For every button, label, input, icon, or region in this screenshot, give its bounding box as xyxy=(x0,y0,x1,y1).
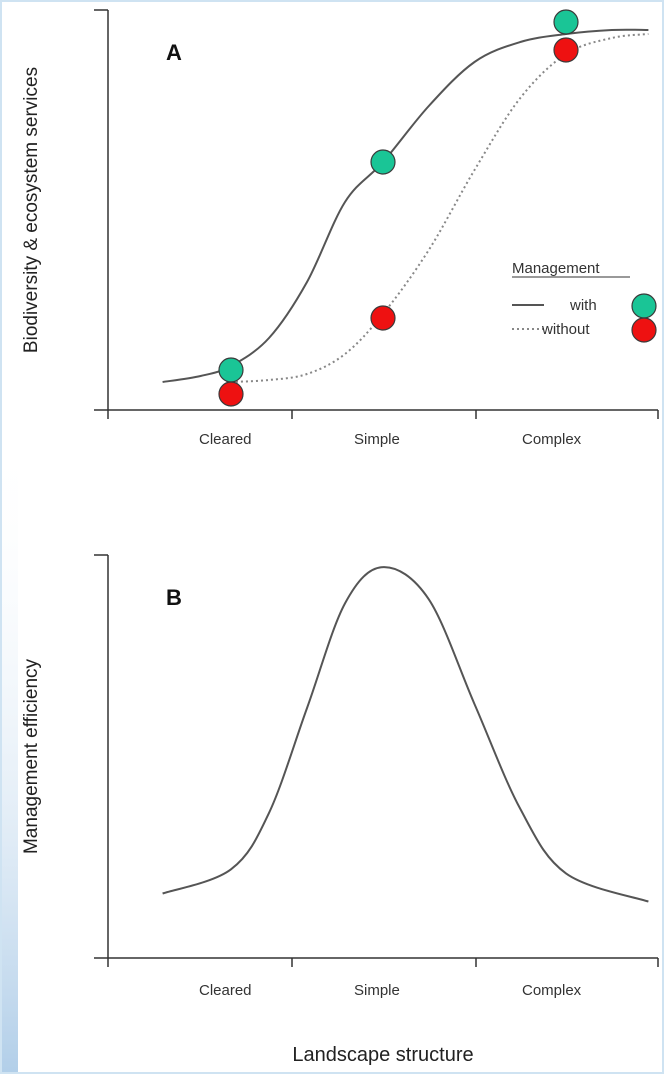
legend-title: Management xyxy=(512,260,600,277)
legend-label-without: without xyxy=(541,321,590,338)
x-tick-label-cleared: Cleared xyxy=(199,431,252,448)
legend-marker-without xyxy=(631,317,657,343)
x-tick-label-cleared: Cleared xyxy=(199,982,252,999)
data-point-without-complex xyxy=(553,37,579,63)
x-tick-label-simple: Simple xyxy=(354,431,400,448)
legend-label-with: with xyxy=(569,297,597,314)
data-point-with-simple xyxy=(370,149,396,175)
y-axis-title: Biodiversity & ecosystem services xyxy=(21,67,42,353)
data-point-without-simple xyxy=(370,305,396,331)
x-tick-label-simple: Simple xyxy=(354,982,400,999)
panel-label-b: B xyxy=(166,585,182,610)
x-axis-title: Landscape structure xyxy=(292,1044,473,1066)
panel-label-a: A xyxy=(166,40,182,65)
y-axis-title: Management efficiency xyxy=(21,658,42,854)
left-edge-shade xyxy=(0,430,18,1074)
series-line-curve-0 xyxy=(162,566,649,903)
data-point-with-cleared xyxy=(218,357,244,383)
data-point-without-cleared xyxy=(218,381,244,407)
x-tick-label-complex: Complex xyxy=(522,431,582,448)
data-point-with-complex xyxy=(553,9,579,35)
x-tick-label-complex: Complex xyxy=(522,982,582,999)
legend-marker-with xyxy=(631,293,657,319)
